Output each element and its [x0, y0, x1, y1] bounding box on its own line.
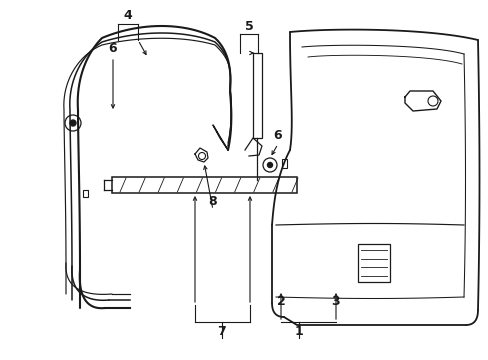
Circle shape [70, 120, 76, 126]
Text: 3: 3 [331, 295, 340, 308]
Bar [282, 159, 286, 168]
Text: 4: 4 [123, 9, 132, 22]
Text: 8: 8 [208, 195, 217, 208]
Bar [252, 53, 262, 138]
Text: 1: 1 [294, 325, 303, 338]
Bar [112, 177, 296, 193]
Text: 6: 6 [273, 129, 282, 142]
Circle shape [267, 162, 272, 167]
Bar [83, 190, 88, 197]
Text: 7: 7 [217, 325, 226, 338]
Text: 2: 2 [276, 295, 285, 308]
Text: 6: 6 [108, 42, 117, 55]
Text: 5: 5 [244, 20, 253, 33]
Bar [357, 244, 389, 282]
